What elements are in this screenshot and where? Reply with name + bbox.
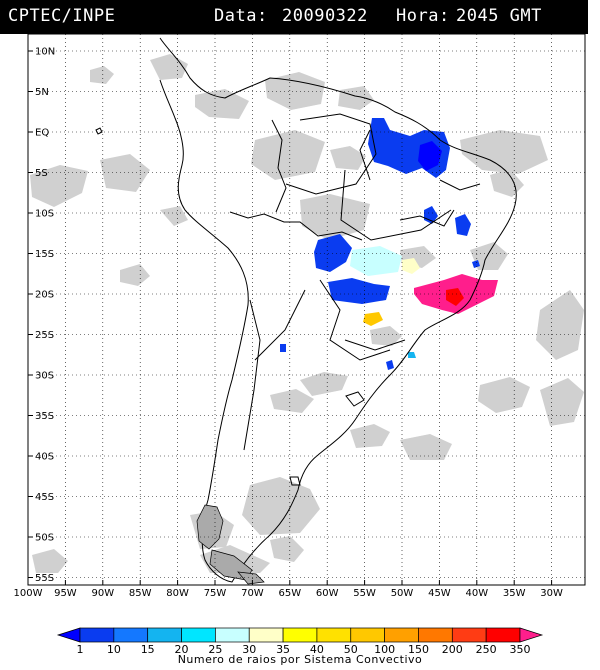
- header-bar: CPTEC/INPE Data: 20090322 Hora: 2045 GMT: [0, 0, 588, 34]
- colorbar-swatch: [215, 627, 250, 643]
- colorbar-swatch: [451, 627, 487, 643]
- colorbar-label: 250: [476, 643, 497, 656]
- lon-label: 80W: [166, 588, 189, 599]
- lon-label: 90W: [91, 588, 114, 599]
- cell-se-red: [446, 288, 464, 306]
- colorbar-swatch: [485, 627, 521, 643]
- colorbar-title: Numero de raios por Sistema Convectivo: [177, 653, 423, 666]
- lat-label: 15S: [35, 249, 54, 260]
- colorbar-swatch: [350, 627, 385, 643]
- lat-label: 55S: [35, 573, 54, 584]
- cell-orange: [363, 312, 383, 326]
- lon-label: 95W: [54, 588, 77, 599]
- date-label: Data:: [214, 6, 268, 26]
- colorbar-label: 30: [242, 643, 256, 656]
- lat-label: EQ: [35, 128, 49, 139]
- cell-ms: [328, 278, 390, 304]
- lat-label: 20S: [35, 290, 54, 301]
- lon-label: 50W: [391, 588, 414, 599]
- colorbar-label: 50: [344, 643, 358, 656]
- colorbar-label: 35: [276, 643, 290, 656]
- longitude-ticks: 100W 95W 90W 85W 80W 75W 70W 65W 60W 55W 50W 45W 40W…: [14, 580, 563, 599]
- cell-central-pale: [402, 258, 420, 274]
- lon-label: 70W: [241, 588, 264, 599]
- time-value: 2045 GMT: [456, 6, 542, 26]
- cell-ne-2: [455, 214, 471, 236]
- coastlines: [95, 37, 517, 583]
- colorbar-label: 100: [374, 643, 395, 656]
- colorbar-swatch: [418, 627, 453, 643]
- cell-small-1: [386, 360, 394, 370]
- colorbar-swatch: [113, 627, 149, 643]
- lat-label: 25S: [35, 330, 54, 341]
- colorbar-swatch: [384, 627, 419, 643]
- colorbar-arrow-low: [56, 627, 81, 643]
- date-value: 20090322: [282, 6, 368, 26]
- lon-label: 65W: [278, 588, 301, 599]
- colorbar-label: 1: [77, 643, 84, 656]
- cell-north: [418, 141, 442, 171]
- lon-label: 100W: [14, 588, 43, 599]
- latitude-ticks: 10N 5N EQ 5S 10S 15S 20S 25S 30S 35S 40S 45S 50S 55S: [28, 47, 55, 584]
- cell-west-central: [314, 234, 352, 272]
- lon-label: 60W: [316, 588, 339, 599]
- colorbar-label: 25: [208, 643, 222, 656]
- lat-label: 10S: [35, 209, 54, 220]
- colorbar-swatch: [79, 627, 115, 643]
- colorbar-label: 20: [175, 643, 189, 656]
- lon-label: 45W: [428, 588, 451, 599]
- time-label: Hora:: [396, 6, 450, 26]
- lat-label: 40S: [35, 452, 54, 463]
- colorbar-label: 350: [510, 643, 531, 656]
- southern-archipelago: [196, 504, 265, 585]
- source-label: CPTEC/INPE: [8, 6, 116, 26]
- lon-label: 75W: [204, 588, 227, 599]
- lat-label: 50S: [35, 533, 54, 544]
- lat-label: 30S: [35, 371, 54, 382]
- colorbar-swatch: [282, 627, 318, 643]
- lon-label: 35W: [503, 588, 526, 599]
- lat-label: 5S: [35, 168, 48, 179]
- cell-small-2: [472, 260, 480, 268]
- lon-label: 30W: [540, 588, 563, 599]
- lon-label: 85W: [129, 588, 152, 599]
- colorbar-label: 40: [310, 643, 324, 656]
- lat-label: 10N: [35, 47, 55, 58]
- colorbar-swatch: [181, 627, 216, 643]
- graticule: [28, 34, 585, 585]
- lat-label: 45S: [35, 492, 54, 503]
- colorbar-arrow-high: [519, 627, 544, 643]
- colorbar-label: 15: [141, 643, 155, 656]
- colorbar-labels: 1 10 15 20 25 30 35 40 50 100 150 200 250 350: [77, 643, 531, 656]
- colorbar-swatch: [316, 627, 352, 643]
- colorbar-label: 150: [408, 643, 429, 656]
- lon-label: 55W: [353, 588, 376, 599]
- colorbar-label: 200: [442, 643, 463, 656]
- lat-label: 5N: [35, 87, 49, 98]
- cell-sw: [280, 344, 286, 352]
- colorbar-label: 10: [107, 643, 121, 656]
- colorbar-swatch: [147, 627, 182, 643]
- cell-coast: [408, 352, 416, 358]
- colorbar-swatch: [248, 627, 284, 643]
- lat-label: 35S: [35, 411, 54, 422]
- cloud-cover: [30, 54, 584, 573]
- lon-label: 40W: [465, 588, 488, 599]
- colorbar: [56, 627, 544, 643]
